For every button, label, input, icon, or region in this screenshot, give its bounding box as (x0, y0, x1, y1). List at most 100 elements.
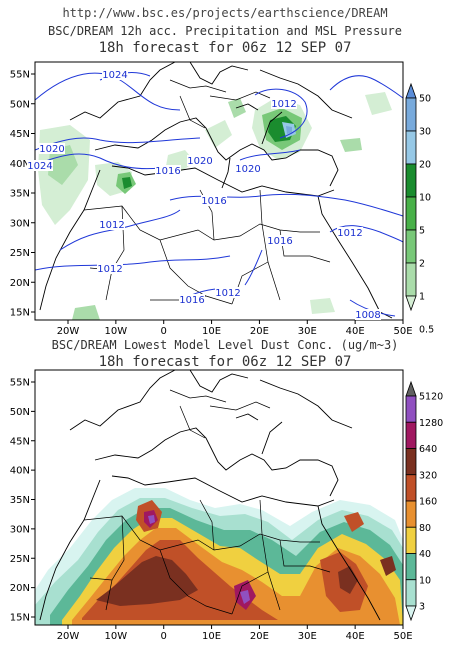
isobar-label: 1020 (187, 156, 212, 167)
lat-tick-label: 30N (10, 524, 30, 535)
isobar-label: 1012 (271, 99, 296, 110)
isobar-label-bg (155, 165, 181, 176)
lon-tick-label: 30E (298, 326, 317, 337)
lat-tick-label: 20N (10, 583, 30, 594)
lat-tick-label: 50N (10, 99, 30, 110)
colorbar-label: 5 (419, 226, 425, 237)
colorbar-swatch (405, 579, 417, 607)
isobar-label-bg (27, 160, 53, 171)
lon-tick-label: 10W (105, 326, 128, 337)
colorbar-top-arrow (405, 380, 417, 397)
map2-frame (34, 369, 404, 626)
isobar-label: 1008 (355, 310, 380, 321)
colorbar-swatch (405, 474, 417, 502)
colorbar-label: 20 (419, 160, 431, 171)
lat-tick-label: 30N (10, 218, 30, 229)
lon-tick-label: 10E (202, 631, 221, 642)
colorbar-swatch (405, 448, 417, 476)
colorbar-label: 320 (419, 470, 437, 481)
lon-tick-label: 0 (161, 326, 167, 337)
colorbar-label: 2 (419, 259, 425, 270)
lat-tick-label: 35N (10, 189, 30, 200)
lat-tick-label: 40N (10, 466, 30, 477)
colorbar-label: 160 (419, 497, 437, 508)
isobar-label-bg (201, 195, 227, 206)
lat-tick-label: 25N (10, 554, 30, 565)
colorbar-swatch (405, 421, 417, 449)
lon-tick-label: 20E (250, 631, 269, 642)
country-borders-2 (83, 389, 331, 615)
dust-fields (35, 488, 403, 625)
isobar-label-bg (271, 98, 297, 109)
colorbar-label: 80 (419, 523, 431, 534)
map2-lon-axis: 20W 10W 0 10E 20E 30E 40E 50E (57, 625, 413, 642)
coastlines-2 (39, 370, 381, 621)
lon-tick-label: 20W (57, 326, 80, 337)
map1-frame (34, 61, 404, 321)
colorbar-label: 640 (419, 444, 437, 455)
lat-tick-label: 45N (10, 129, 30, 140)
lon-tick-label: 50E (393, 326, 412, 337)
isobar-label: 1020 (235, 164, 260, 175)
lat-tick-label: 35N (10, 495, 30, 506)
panel2-title: BSC/DREAM Lowest Model Level Dust Conc. … (51, 338, 399, 352)
lon-tick-label: 10E (202, 326, 221, 337)
colorbar-label: 10 (419, 193, 431, 204)
isobar-label: 1016 (179, 295, 204, 306)
lat-tick-label: 45N (10, 436, 30, 447)
isobar-label-bg (179, 294, 205, 305)
isobar-label-bg (39, 143, 65, 154)
source-url: http://www.bsc.es/projects/earthscience/… (62, 6, 388, 20)
colorbar-label: 50 (419, 94, 431, 105)
panel2-subtitle: 18h forecast for 06z 12 SEP 07 (98, 354, 352, 370)
lat-tick-label: 15N (10, 613, 30, 624)
precip-colorbar: 50 30 20 10 5 2 1 0.5 (405, 82, 434, 336)
lon-tick-label: 40E (346, 631, 365, 642)
colorbar-swatch (405, 395, 417, 423)
colorbar-bottom-arrow (405, 295, 417, 312)
colorbar-label: 40 (419, 549, 431, 560)
lon-tick-label: 20E (250, 326, 269, 337)
isobar-label: 1012 (337, 228, 362, 239)
isobar-label-bg (235, 163, 261, 174)
lon-tick-label: 20W (57, 631, 80, 642)
lat-tick-label: 40N (10, 159, 30, 170)
lat-tick-label: 25N (10, 248, 30, 259)
lon-tick-label: 50E (393, 631, 412, 642)
isobar-label: 1016 (155, 166, 180, 177)
isobar-label-bg (267, 235, 293, 246)
map2-lat-axis: 55N 50N 45N 40N 35N 30N 25N 20N 15N (10, 378, 35, 624)
isobar-label-bg (337, 227, 363, 238)
lat-tick-label: 55N (10, 378, 30, 389)
colorbar-bottom-arrow (405, 605, 417, 622)
isobar-label-bg (97, 263, 123, 274)
lat-tick-label: 55N (10, 70, 30, 81)
lon-tick-label: 10W (105, 631, 128, 642)
colorbar-label: 0.5 (419, 325, 434, 336)
colorbar-swatch (405, 500, 417, 528)
isobar-label: 1012 (215, 288, 240, 299)
isobar-label-bg (355, 309, 381, 320)
lon-tick-label: 40E (346, 326, 365, 337)
isobar-label: 1016 (201, 196, 226, 207)
colorbar-label: 3 (419, 602, 425, 613)
map1-lon-axis: 20W 10W 0 10E 20E 30E 40E 50E (57, 320, 413, 337)
panel1-subtitle: 18h forecast for 06z 12 SEP 07 (98, 40, 352, 56)
panel1-title: BSC/DREAM 12h acc. Precipitation and MSL… (47, 24, 402, 38)
isobar-label: 1016 (267, 236, 292, 247)
isobar-label-bg (215, 287, 241, 298)
map1-lat-axis: 55N 50N 45N 40N 35N 30N 25N 20N 15N (10, 70, 35, 319)
dust-colorbar: 5120 1280 640 320 160 80 40 10 3 (405, 380, 443, 622)
isobar-label: 1012 (99, 220, 124, 231)
isobar-label: 1012 (97, 264, 122, 275)
colorbar-swatch (405, 526, 417, 554)
colorbar-label: 30 (419, 127, 431, 138)
colorbar-swatch (405, 553, 417, 581)
colorbar-label: 5120 (419, 392, 443, 403)
colorbar-label: 10 (419, 575, 431, 586)
isobar-label: 1024 (102, 70, 127, 81)
isobar-labels: 1024 1020 1024 1012 1020 1020 1016 1012 1016 1016… (27, 69, 381, 321)
isobar-label-bg (187, 155, 213, 166)
